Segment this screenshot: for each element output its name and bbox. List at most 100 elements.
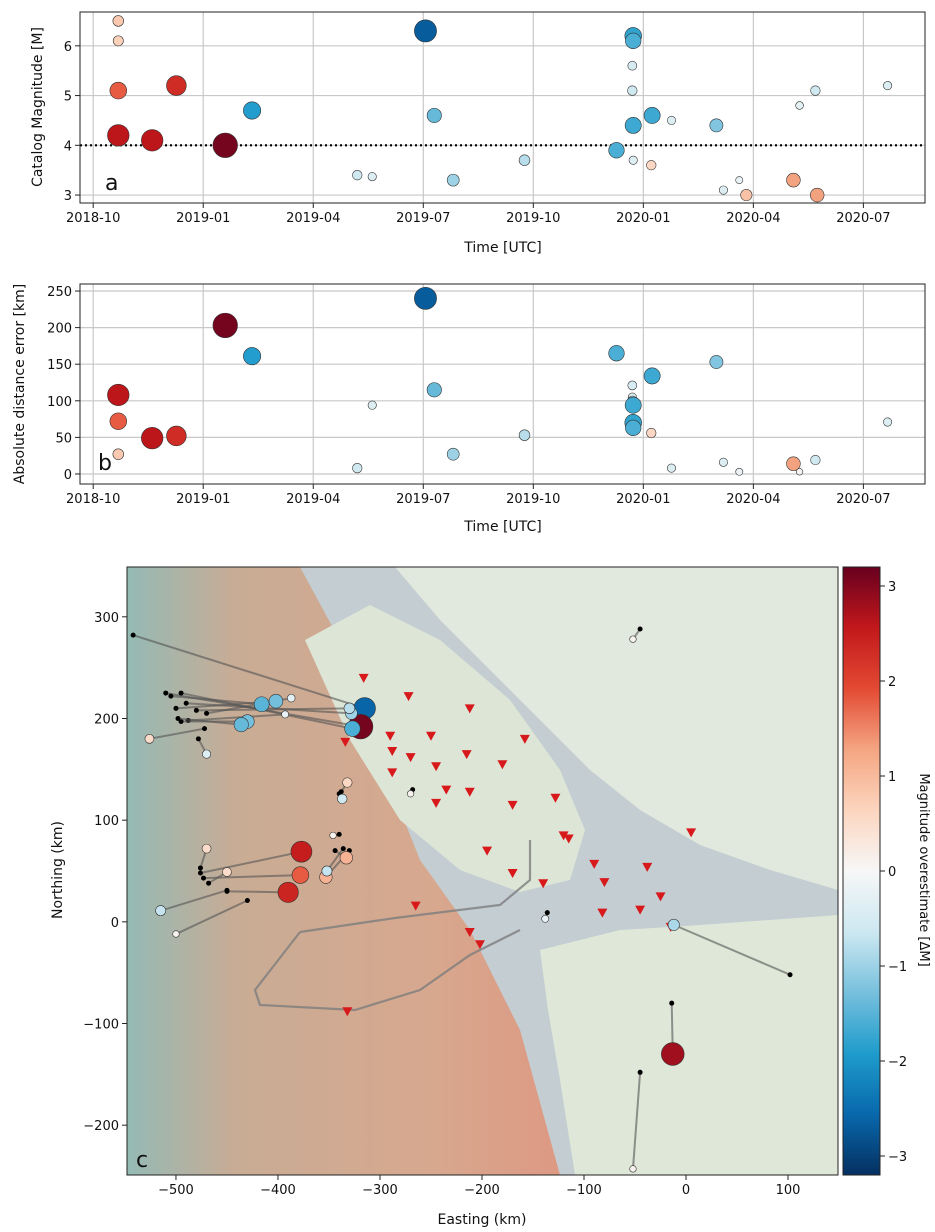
data-point <box>741 189 752 200</box>
event <box>291 841 312 862</box>
y-axis-label: Absolute distance error [km] <box>12 284 28 484</box>
data-point <box>609 345 625 361</box>
event <box>630 636 637 643</box>
y-axis-label: Northing (km) <box>50 821 66 919</box>
x-tick-label: −300 <box>362 1183 398 1198</box>
y-axis-label: Catalog Magnitude [M] <box>30 27 46 187</box>
event <box>345 721 361 737</box>
data-point <box>883 81 891 89</box>
data-point <box>628 61 637 70</box>
x-tick-label: 2020-04 <box>726 492 780 507</box>
event <box>407 790 414 797</box>
event <box>145 734 154 743</box>
y-tick-label: 250 <box>47 285 72 300</box>
catalog-location <box>669 1001 674 1006</box>
panel-label: a <box>105 171 118 196</box>
data-point <box>427 383 441 397</box>
catalog-location <box>196 736 201 741</box>
y-tick-label: 4 <box>64 139 72 154</box>
y-tick-label: 3 <box>64 189 72 204</box>
x-tick-label: −400 <box>260 1183 296 1198</box>
data-point <box>646 160 656 170</box>
data-point <box>736 177 743 184</box>
catalog-location <box>788 972 793 977</box>
colorbar-tick-label: 1 <box>888 770 896 785</box>
event <box>254 697 269 712</box>
data-point <box>368 401 376 409</box>
data-point <box>141 427 163 449</box>
data-point <box>710 355 723 368</box>
data-point <box>113 36 123 46</box>
colorbar-tick-label: −2 <box>888 1055 907 1070</box>
x-tick-label: 2019-04 <box>286 211 340 226</box>
data-point <box>243 102 260 119</box>
event <box>343 778 353 788</box>
x-tick-label: 100 <box>776 1183 801 1198</box>
event <box>661 1043 684 1066</box>
x-tick-label: 2020-01 <box>616 492 670 507</box>
catalog-location <box>198 871 203 876</box>
x-tick-label: −200 <box>464 1183 500 1198</box>
data-point <box>625 397 641 413</box>
data-point <box>368 172 376 180</box>
event <box>278 882 298 902</box>
y-tick-label: 50 <box>55 431 72 446</box>
x-tick-label: 2020-07 <box>836 211 890 226</box>
data-point <box>646 428 656 438</box>
catalog-location <box>194 708 199 713</box>
y-tick-label: 100 <box>94 814 119 829</box>
y-tick-label: 6 <box>64 40 72 55</box>
y-tick-label: 300 <box>94 611 119 626</box>
x-tick-label: 2020-04 <box>726 211 780 226</box>
data-point <box>166 76 186 96</box>
x-axis-label: Time [UTC] <box>463 240 541 256</box>
data-point <box>107 384 129 406</box>
data-point <box>141 130 163 152</box>
panel-label: c <box>136 1148 148 1173</box>
colorbar-label: Magnitude overestimate [ΔM] <box>916 773 931 966</box>
event <box>222 868 231 877</box>
data-point <box>796 102 804 110</box>
data-point <box>414 287 436 309</box>
event <box>202 844 211 853</box>
x-tick-label: 2020-07 <box>836 492 890 507</box>
panel-label: b <box>98 451 112 476</box>
y-tick-label: 0 <box>111 916 119 931</box>
colorbar-tick-label: 0 <box>888 865 896 880</box>
data-point <box>519 155 530 166</box>
colorbar-tick-label: 3 <box>888 580 896 595</box>
catalog-location <box>545 910 550 915</box>
event <box>337 794 347 804</box>
event <box>542 915 549 922</box>
x-tick-label: 2019-10 <box>506 492 560 507</box>
catalog-location <box>184 701 189 706</box>
catalog-location <box>173 706 178 711</box>
event <box>282 711 289 718</box>
x-tick-label: −500 <box>158 1183 194 1198</box>
data-point <box>644 368 660 384</box>
colorbar <box>843 567 880 1175</box>
colorbar-tick-label: 2 <box>888 675 896 690</box>
event <box>340 851 353 864</box>
y-tick-label: 5 <box>64 90 72 105</box>
data-point <box>107 125 129 147</box>
data-point <box>243 347 260 364</box>
event <box>330 832 337 839</box>
x-tick-label: 2019-01 <box>176 492 230 507</box>
data-point <box>447 448 459 460</box>
x-tick-label: 2018-10 <box>66 211 120 226</box>
catalog-location <box>638 1070 643 1075</box>
y-tick-label: 200 <box>94 712 119 727</box>
catalog-location <box>202 726 207 731</box>
catalog-location <box>201 876 206 881</box>
data-point <box>110 413 127 430</box>
y-tick-label: −100 <box>83 1018 119 1033</box>
data-point <box>796 468 803 475</box>
data-point <box>447 174 459 186</box>
y-tick-label: 150 <box>47 358 72 373</box>
data-point <box>644 107 660 123</box>
catalog-location <box>341 846 346 851</box>
x-axis-label: Time [UTC] <box>463 519 541 535</box>
data-point <box>625 420 641 436</box>
data-point <box>811 86 821 96</box>
